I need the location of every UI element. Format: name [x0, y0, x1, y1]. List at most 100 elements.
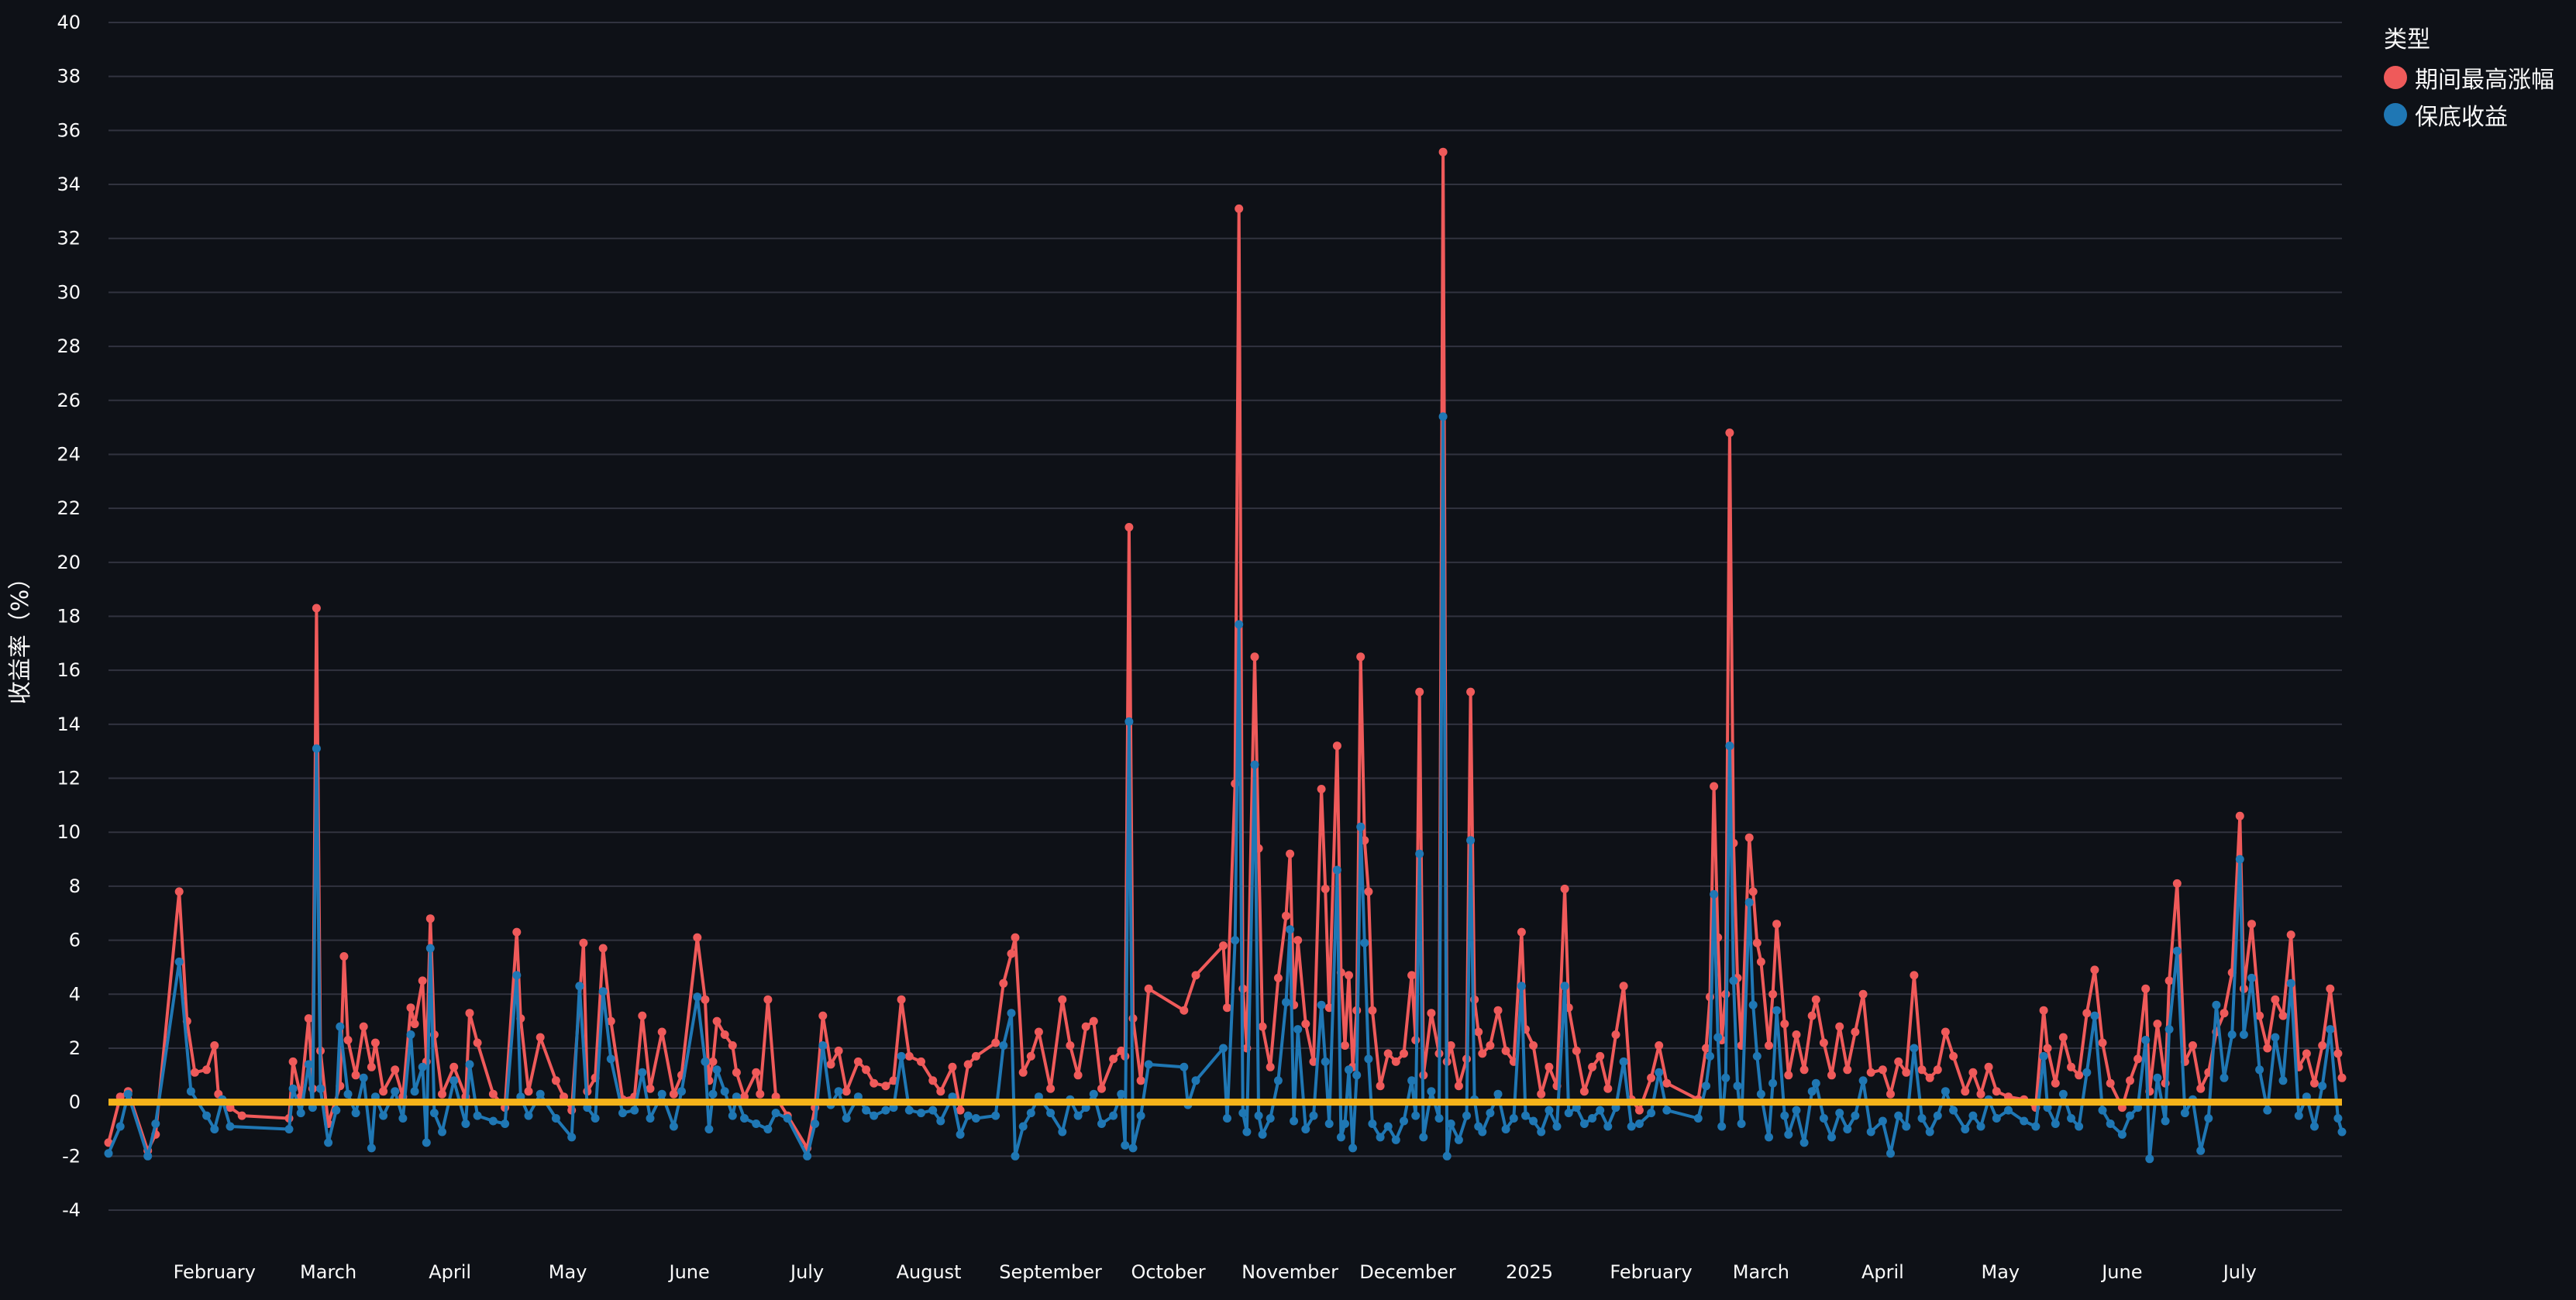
data-point — [1266, 1062, 1275, 1071]
y-tick-label: 34 — [57, 174, 81, 195]
data-point — [1611, 1030, 1620, 1039]
data-point — [1466, 687, 1476, 696]
data-point — [1462, 1111, 1471, 1120]
y-tick-label: 14 — [57, 714, 81, 735]
data-point — [465, 1060, 474, 1069]
data-point — [1128, 1144, 1138, 1153]
data-point — [1619, 1057, 1628, 1066]
data-point — [1486, 1109, 1495, 1118]
data-point — [917, 1109, 925, 1118]
data-point — [332, 1106, 341, 1115]
data-point — [336, 1022, 345, 1031]
data-point — [1407, 1076, 1417, 1085]
y-tick-label: -2 — [62, 1145, 81, 1167]
data-point — [1238, 1109, 1248, 1118]
data-point — [1509, 1114, 1518, 1123]
data-point — [811, 1119, 820, 1128]
data-point — [1933, 1065, 1942, 1075]
data-point — [2235, 811, 2244, 820]
data-point — [2247, 920, 2256, 929]
data-point — [1634, 1119, 1644, 1128]
data-point — [1364, 1054, 1373, 1064]
data-point — [669, 1089, 678, 1099]
data-point — [740, 1114, 749, 1123]
data-point — [536, 1089, 545, 1099]
x-tick-label: June — [2100, 1261, 2142, 1283]
y-tick-label: 40 — [57, 12, 81, 33]
data-point — [1046, 1109, 1056, 1118]
data-point — [312, 604, 321, 613]
data-point — [1655, 1068, 1664, 1077]
data-point — [1756, 1089, 1765, 1099]
data-point — [1286, 849, 1295, 858]
data-point — [1007, 949, 1016, 958]
data-point — [881, 1082, 890, 1091]
data-point — [1564, 1109, 1573, 1118]
data-point — [1968, 1068, 1978, 1077]
data-point — [1034, 1027, 1043, 1037]
x-tick-label: May — [549, 1261, 587, 1283]
y-tick-label: 38 — [57, 66, 81, 88]
data-point — [2098, 1106, 2107, 1115]
data-point — [438, 1089, 446, 1099]
data-point — [1478, 1127, 1487, 1137]
data-point — [1588, 1062, 1597, 1071]
data-point — [2153, 1073, 2162, 1082]
x-tick-label: October — [1131, 1261, 1206, 1283]
data-point — [151, 1119, 160, 1128]
data-point — [1109, 1111, 1118, 1120]
data-point — [1579, 1119, 1589, 1128]
data-point — [2337, 1127, 2347, 1137]
data-point — [1293, 1025, 1303, 1034]
data-point — [1752, 938, 1762, 947]
legend-item-floor-return[interactable]: 保底收益 — [2384, 96, 2554, 133]
data-point — [1619, 982, 1628, 991]
series-layer — [104, 147, 2347, 1164]
data-point — [1933, 1111, 1942, 1120]
data-point — [391, 1087, 400, 1096]
data-point — [202, 1065, 212, 1075]
data-point — [425, 914, 435, 923]
data-point — [2212, 1000, 2221, 1009]
data-point — [1968, 1111, 1978, 1120]
data-point — [1819, 1038, 1828, 1047]
data-point — [728, 1041, 737, 1050]
data-point — [2278, 1011, 2288, 1020]
data-point — [1647, 1073, 1656, 1082]
data-point — [1851, 1111, 1860, 1120]
data-point — [1878, 1116, 1887, 1126]
data-point — [579, 938, 588, 947]
data-point — [1254, 1111, 1263, 1120]
data-point — [1223, 1003, 1231, 1013]
data-point — [2196, 1084, 2206, 1093]
data-point — [1765, 1041, 1773, 1050]
data-point — [708, 1057, 718, 1066]
data-point — [1878, 1065, 1887, 1075]
data-point — [512, 971, 522, 980]
data-point — [646, 1084, 655, 1093]
data-point — [1517, 927, 1526, 937]
data-point — [190, 1068, 199, 1077]
data-point — [1121, 1140, 1130, 1150]
data-point — [1866, 1068, 1875, 1077]
legend-item-max-rise[interactable]: 期间最高涨幅 — [2384, 59, 2554, 96]
data-point — [359, 1073, 368, 1082]
data-point — [763, 995, 773, 1004]
data-point — [1521, 1111, 1530, 1120]
data-point — [461, 1119, 470, 1128]
data-point — [449, 1076, 459, 1085]
data-point — [1376, 1133, 1385, 1142]
data-point — [1706, 1051, 1714, 1061]
data-point — [948, 1062, 957, 1071]
y-tick-label: 18 — [57, 606, 81, 628]
data-point — [1282, 998, 1290, 1007]
data-point — [237, 1111, 246, 1120]
data-point — [1345, 971, 1353, 980]
data-point — [210, 1041, 219, 1050]
data-point — [1517, 982, 1526, 991]
data-point — [2227, 1030, 2237, 1039]
data-point — [1341, 1041, 1349, 1050]
data-point — [1917, 1065, 1927, 1075]
data-point — [1799, 1065, 1809, 1075]
data-point — [1018, 1068, 1028, 1077]
